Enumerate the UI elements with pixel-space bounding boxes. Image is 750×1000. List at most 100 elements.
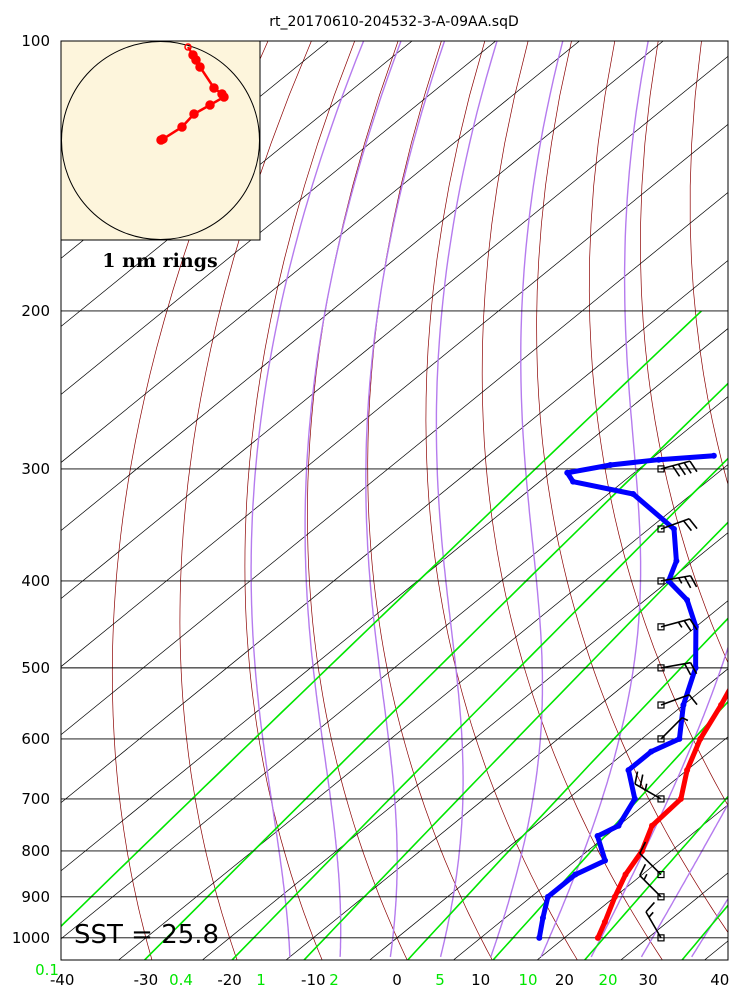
mixing-ratio-line xyxy=(230,457,728,960)
dry-adiabat-line xyxy=(738,41,750,961)
wind-barb xyxy=(657,618,698,632)
isotherm-line xyxy=(61,260,728,804)
temperature-line xyxy=(595,687,728,939)
isotherm-line xyxy=(61,41,497,395)
mixing-ratio-line xyxy=(492,700,728,960)
isotherm-line xyxy=(0,21,18,961)
dewpoint-point xyxy=(536,934,543,941)
temperature-tick-label: 10 xyxy=(471,971,490,989)
dry-adiabat-line xyxy=(640,41,728,664)
isotherm-line xyxy=(452,736,728,960)
dry-adiabat-line xyxy=(307,41,408,960)
dewpoint-point xyxy=(670,525,677,532)
sst-label: SST = 25.8 xyxy=(74,920,219,950)
moist-adiabat-line xyxy=(365,41,446,957)
wind-barb xyxy=(657,716,689,743)
mixing-ratio-line xyxy=(61,310,702,928)
dewpoint-point xyxy=(602,857,609,864)
dewpoint-point xyxy=(655,456,662,463)
wind-barb xyxy=(657,574,698,589)
dry-adiabat-line xyxy=(367,41,493,960)
isotherm-line xyxy=(285,600,728,960)
moist-adiabat-line xyxy=(590,645,728,958)
isotherm-line xyxy=(61,191,728,736)
temperature-point xyxy=(649,822,656,829)
temperature-point xyxy=(739,665,745,671)
wind-barbs xyxy=(634,460,698,942)
dewpoint-point xyxy=(594,833,601,840)
hodograph-point xyxy=(209,83,219,93)
dewpoint-point xyxy=(684,596,691,603)
isotherm-line xyxy=(61,41,664,531)
temperature-tick-label: -10 xyxy=(301,971,326,989)
moist-adiabat-line xyxy=(304,41,402,957)
temperature-tick-label: 20 xyxy=(555,971,574,989)
dewpoint-point xyxy=(572,871,579,878)
pressure-tick-label: 300 xyxy=(21,460,50,478)
dewpoint-point xyxy=(570,478,577,485)
wind-barb xyxy=(639,863,665,901)
dewpoint-point xyxy=(631,795,638,802)
wind-barb xyxy=(657,517,698,533)
wind-barb xyxy=(657,693,698,709)
pressure-tick-label: 400 xyxy=(21,572,50,590)
mixing-ratio-line xyxy=(302,521,728,960)
pressure-tick-label: 700 xyxy=(21,790,50,808)
moist-adiabat-line xyxy=(540,41,649,958)
isotherm-line xyxy=(61,123,728,668)
dewpoint-line xyxy=(536,453,714,939)
moist-adiabat-line xyxy=(490,41,564,958)
mixing-ratio-label: 1 xyxy=(256,971,266,989)
isotherm-line xyxy=(61,55,728,600)
hodograph-inset: 1 nm rings xyxy=(60,40,261,272)
sounding-profiles xyxy=(536,452,745,941)
isotherm-line xyxy=(620,872,728,960)
temperature-tick-label: -30 xyxy=(134,971,159,989)
isotherm-line xyxy=(61,41,580,463)
mixing-ratio-label: 0.4 xyxy=(169,971,193,989)
temperature-point xyxy=(611,893,618,900)
dewpoint-point xyxy=(673,557,680,564)
mixing-ratio-label: 20 xyxy=(598,971,617,989)
dewpoint-point xyxy=(680,701,687,708)
wind-barb xyxy=(657,460,698,477)
temperature-point xyxy=(594,934,601,941)
dewpoint-point xyxy=(607,461,614,468)
dry-adiabat-line xyxy=(588,41,728,807)
isotherm-line xyxy=(369,668,728,960)
moist-adiabat-line xyxy=(691,897,728,958)
temperature-tick-label: -20 xyxy=(217,971,242,989)
dewpoint-point xyxy=(615,822,622,829)
hodograph-point xyxy=(205,100,215,110)
wind-barb xyxy=(634,771,665,803)
dewpoint-point xyxy=(630,491,637,498)
pressure-tick-label: 1000 xyxy=(12,929,50,947)
chart-title: rt_20170610-204532-3-A-09AA.sqD xyxy=(269,14,519,30)
moist-adiabat-line xyxy=(250,41,365,957)
mixing-ratio-line xyxy=(681,904,728,960)
hodograph-point xyxy=(189,109,199,119)
hodograph-ring xyxy=(61,41,260,240)
pressure-tick-label: 500 xyxy=(21,659,50,677)
temperature-tick-label: 30 xyxy=(639,971,658,989)
hodograph-point xyxy=(184,43,192,51)
wind-barb xyxy=(645,901,665,942)
temperature-point xyxy=(718,701,725,708)
temperature-point xyxy=(684,767,691,774)
pressure-tick-label: 100 xyxy=(21,32,50,50)
mixing-ratio-label: 2 xyxy=(329,971,339,989)
mixing-ratio-labels: 0.1 0.4 1 2 5 10 20 xyxy=(35,961,617,989)
dry-adiabat-line xyxy=(689,41,728,486)
temperature-axis-labels: -40 -30 -20 -10 0 10 20 30 40 xyxy=(50,971,729,989)
hodograph-point xyxy=(188,50,198,60)
dewpoint-point xyxy=(710,452,717,459)
dewpoint-point xyxy=(676,735,683,742)
mixing-ratio-line xyxy=(406,617,728,960)
wind-barb xyxy=(639,841,665,879)
temperature-point xyxy=(601,918,608,925)
moist-adiabat-line xyxy=(640,803,728,958)
temperature-tick-label: 0 xyxy=(392,971,402,989)
plot-frame xyxy=(60,40,729,961)
temperature-tick-label: -40 xyxy=(50,971,75,989)
hodograph-point xyxy=(177,122,187,132)
